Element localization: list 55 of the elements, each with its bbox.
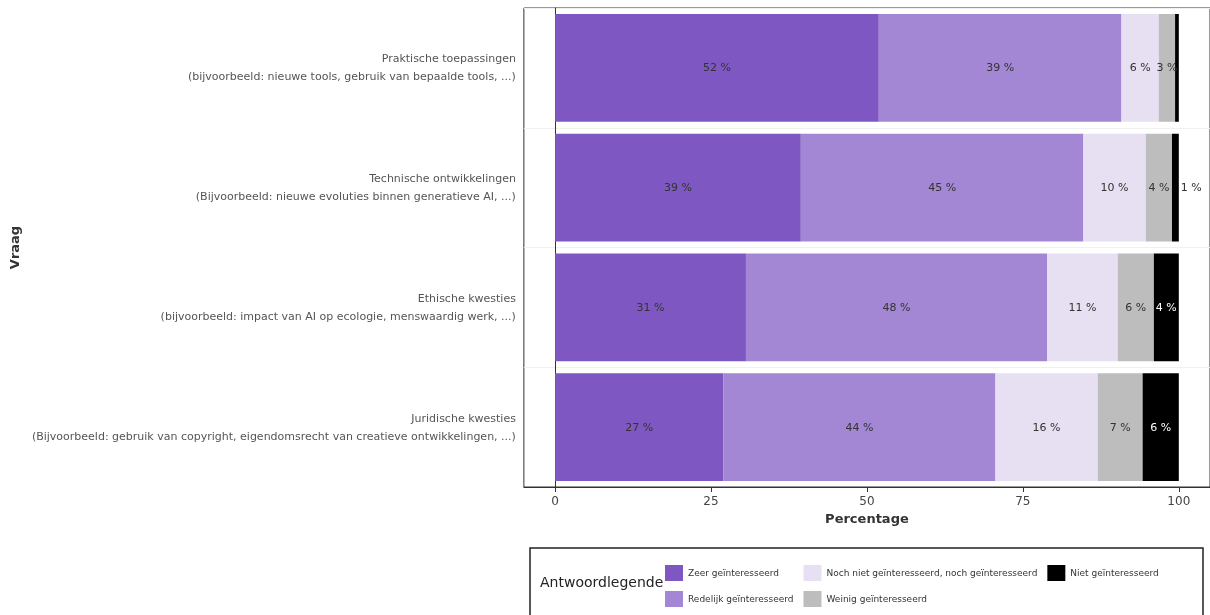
x-tick-label: 75 <box>1015 494 1031 508</box>
y-tick-label: Technische ontwikkelingen (Bijvoorbeeld: nieuwe evoluties binnen generatieve AI, ...) <box>195 172 516 204</box>
y-tick-label: Ethische kwesties (bijvoorbeeld: impact van AI op ecologie, menswaardig werk, ...) <box>160 291 517 323</box>
data-label: 7 % <box>1109 420 1131 434</box>
bar <box>745 253 1048 362</box>
x-tick-label: 100 <box>1167 494 1191 508</box>
legend-label: Zeer geïnteresseerd <box>688 568 780 578</box>
bar <box>995 373 1098 482</box>
bar <box>1117 253 1154 362</box>
bar <box>555 133 801 242</box>
bar <box>555 253 746 362</box>
data-label: 45 % <box>928 181 957 195</box>
bar <box>723 373 996 482</box>
bar <box>1175 13 1179 122</box>
bar <box>1121 13 1159 122</box>
legend-title: Antwoordlegende <box>540 574 664 590</box>
data-label: 39 % <box>986 61 1015 75</box>
data-label: 31 % <box>636 300 665 314</box>
legend-label: Noch niet geïnteresseerd, noch geïnteresseerd <box>826 568 1038 578</box>
data-label: 39 % <box>663 181 692 195</box>
data-label: 11 % <box>1068 300 1097 314</box>
data-label: 16 % <box>1032 420 1061 434</box>
data-label: 4 % <box>1155 300 1177 314</box>
x-tick-label: 50 <box>859 494 875 508</box>
bar <box>878 13 1122 122</box>
bar <box>800 133 1084 242</box>
data-label: 4 % <box>1148 181 1170 195</box>
bar <box>1145 133 1172 242</box>
bar <box>1047 253 1118 362</box>
data-label: 48 % <box>882 300 911 314</box>
bar <box>1097 373 1143 482</box>
bar <box>1171 133 1179 242</box>
legend-label: Niet geïnteresseerd <box>1070 568 1159 578</box>
data-label: 6 % <box>1125 300 1147 314</box>
y-tick-label: Juridische kwesties (Bijvoorbeeld: gebruik van copyright, eigendomsrecht van creatieve ontwikkelingen, ...) <box>31 411 517 443</box>
data-label: 6 % <box>1150 420 1172 434</box>
x-tick-label: 25 <box>703 494 719 508</box>
x-tick-label: 0 <box>551 494 559 508</box>
bar <box>1158 13 1176 122</box>
y-axis-title: Vraag <box>7 225 22 270</box>
data-label: 44 % <box>845 420 874 434</box>
bar <box>1083 133 1146 242</box>
x-axis-title: Percentage <box>825 510 909 526</box>
y-tick-label: Praktische toepassingen (bijvoorbeeld: nieuwe tools, gebruik van bepaalde tools, ...) <box>187 52 516 84</box>
legend-label: Redelijk geïnteresseerd <box>688 594 794 604</box>
data-label: 27 % <box>625 420 654 434</box>
data-label: 1 % <box>1180 181 1202 195</box>
bar <box>555 373 724 482</box>
legend-label: Weinig geïnteresseerd <box>826 594 927 604</box>
bar <box>1153 253 1179 362</box>
bar <box>555 13 879 122</box>
data-label: 52 % <box>702 61 731 75</box>
data-label: 10 % <box>1100 181 1129 195</box>
data-label: 6 % <box>1129 61 1151 75</box>
bar <box>1142 373 1179 482</box>
